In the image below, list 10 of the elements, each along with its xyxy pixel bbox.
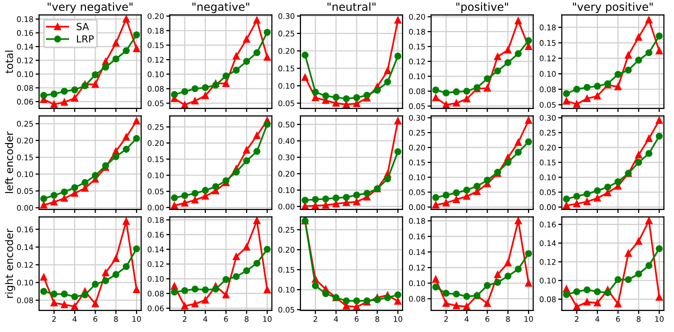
chart-title: "neutral"	[328, 2, 376, 11]
chart-title: "very positive"	[572, 2, 653, 14]
legend-label: LRP	[76, 35, 94, 42]
legend-label: SA	[76, 22, 89, 30]
chart-title: "negative"	[192, 2, 250, 14]
y-axis-title: total	[5, 50, 14, 74]
chart-title: "positive"	[456, 2, 508, 14]
y-axis-title: left encoder	[5, 131, 14, 193]
y-axis-title: right encoder	[5, 228, 16, 298]
chart-title: "very negative"	[48, 2, 133, 14]
